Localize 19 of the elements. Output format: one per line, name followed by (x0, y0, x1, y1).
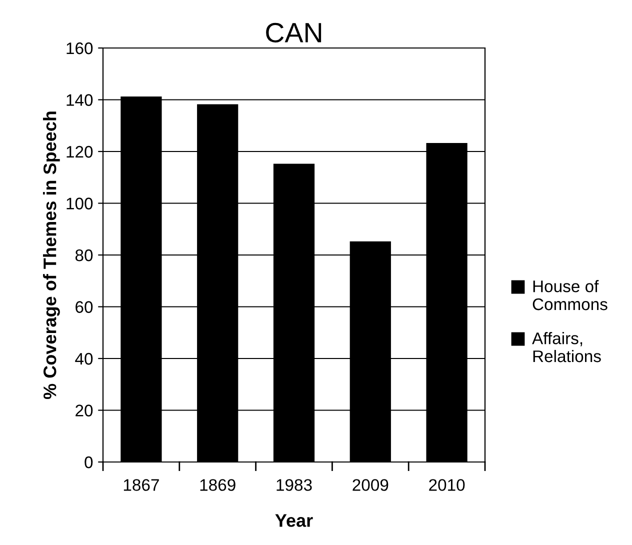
x-tick-label: 2009 (352, 479, 388, 491)
y-tick-label: 100 (66, 198, 93, 210)
y-axis-title: % Coverage of Themes in Speech (43, 112, 60, 400)
x-tick-label: 1867 (124, 479, 159, 491)
y-tick-label: 80 (75, 249, 93, 262)
y-tick-label: 0 (84, 456, 93, 468)
chart-title: CAN (266, 22, 322, 43)
y-tick-label: 40 (75, 352, 93, 365)
x-tick-label: 1983 (276, 479, 312, 491)
y-tick-label: 160 (66, 42, 93, 54)
y-tick-label: 60 (76, 301, 93, 313)
y-tick-label: 120 (66, 146, 93, 158)
x-tick-label: 2010 (429, 479, 465, 491)
x-axis-title: Year (275, 514, 313, 527)
legend-label: Affairs, Relations (532, 332, 601, 362)
legend-label: House of Commons (532, 280, 608, 310)
y-tick-label: 140 (66, 94, 93, 106)
y-tick-label: 20 (76, 404, 93, 416)
x-tick-label: 1869 (200, 479, 236, 491)
